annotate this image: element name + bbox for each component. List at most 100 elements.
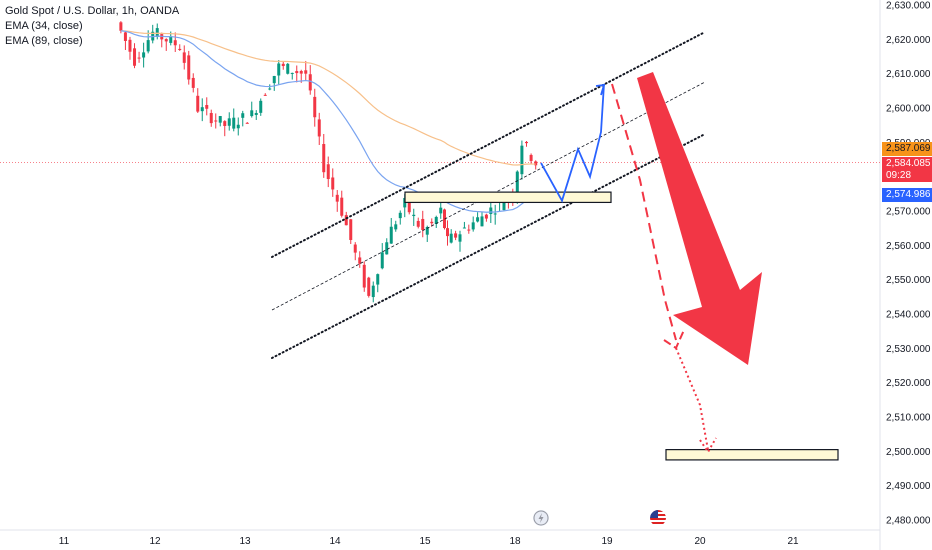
ema-fast-label: EMA (34, close): [5, 20, 83, 32]
y-tick-label: 2,510.000: [886, 413, 931, 424]
support-zone: [404, 191, 612, 204]
candle-body: [344, 215, 348, 226]
candle-body: [349, 219, 353, 240]
candle-body: [191, 77, 195, 88]
candle-body: [380, 252, 384, 269]
candle-body: [259, 100, 263, 113]
candle-body: [317, 119, 321, 137]
candle-body: [218, 116, 222, 123]
candle-body: [416, 220, 420, 227]
candle-body: [173, 40, 177, 46]
price-badge-blue: 2,574.986: [882, 188, 932, 202]
y-tick-label: 2,630.000: [886, 1, 931, 12]
y-tick-label: 2,490.000: [886, 481, 931, 492]
candle-body: [367, 277, 371, 296]
y-tick-label: 2,600.000: [886, 104, 931, 115]
y-tick-label: 2,620.000: [886, 35, 931, 46]
x-tick-label: 14: [329, 536, 341, 547]
candle-body: [476, 217, 480, 222]
candle-body: [223, 121, 227, 126]
target-zone: [665, 449, 839, 461]
x-tick-label: 19: [601, 536, 613, 547]
candle-body: [358, 257, 362, 264]
candle-body: [425, 226, 429, 235]
candle-body: [398, 212, 402, 219]
candle-body: [529, 154, 533, 161]
x-tick-label: 20: [694, 536, 706, 547]
lightning-event-icon[interactable]: [533, 510, 549, 526]
candle-body: [272, 75, 276, 84]
candle-body: [430, 221, 434, 224]
candle-body: [245, 122, 249, 124]
x-tick-label: 11: [59, 536, 70, 547]
candle-body: [232, 117, 236, 129]
candle-body: [254, 113, 258, 115]
candle-body: [515, 171, 519, 201]
candle-body: [196, 95, 200, 112]
candle-body: [290, 72, 294, 74]
y-tick-label: 2,480.000: [886, 516, 931, 527]
candle-body: [449, 233, 453, 243]
x-tick-label: 12: [149, 536, 161, 547]
y-tick-label: 2,520.000: [886, 378, 931, 389]
candle-body: [446, 228, 449, 237]
candle-body: [376, 274, 380, 285]
price-badge-countdown: 09:28: [882, 170, 932, 182]
ema-34-line: [120, 30, 536, 213]
candle-body: [434, 216, 438, 224]
candle-body: [241, 113, 245, 118]
candle-body: [484, 214, 488, 219]
forecast-blue-arrowhead: [595, 83, 606, 96]
candle-body: [326, 164, 330, 180]
candle-body: [263, 94, 267, 96]
candle-body: [439, 207, 443, 214]
ema-slow-label: EMA (89, close): [5, 35, 83, 47]
candle-body: [227, 118, 231, 126]
candle-body: [119, 22, 123, 31]
candle-body: [489, 207, 493, 214]
candle-body: [313, 96, 317, 118]
candle-body: [164, 39, 168, 42]
candle-body: [200, 107, 204, 112]
candle-body: [236, 124, 240, 129]
candle-body: [458, 234, 462, 242]
forecast-red-dotted-path: [675, 347, 709, 451]
candle-body: [493, 213, 497, 215]
candle-body: [299, 70, 303, 74]
candle-body: [187, 55, 191, 80]
candle-body: [389, 226, 393, 244]
y-tick-label: 2,530.000: [886, 344, 931, 355]
candle-body: [467, 229, 471, 231]
chart-legend: Gold Spot / U.S. Dollar, 1h, OANDA EMA (…: [5, 4, 179, 49]
forecast-red-dashed-path: [611, 83, 677, 341]
candle-body: [146, 40, 150, 52]
candle-body: [286, 63, 290, 74]
channel-lower-line: [271, 133, 706, 359]
candle-body: [520, 145, 524, 175]
big-red-down-arrow: [637, 72, 762, 365]
price-badge-current: 2,584.085: [882, 157, 932, 171]
y-tick-label: 2,550.000: [886, 275, 931, 286]
candle-body: [277, 63, 281, 76]
forecast-red-dotted-arrowhead: [699, 437, 717, 454]
candle-body: [462, 227, 466, 229]
candle-body: [250, 110, 254, 117]
candle-body: [123, 32, 127, 41]
candle-body: [407, 199, 411, 213]
candle-body: [304, 70, 308, 74]
candle-body: [534, 161, 538, 166]
candle-body: [281, 63, 285, 67]
x-tick-label: 18: [509, 536, 521, 547]
us-flag-event-icon[interactable]: [650, 510, 666, 526]
candle-body: [362, 264, 366, 288]
forecast-blue-path: [540, 83, 605, 203]
candle-body: [353, 244, 357, 253]
candle-body: [205, 104, 209, 109]
candle-body: [331, 177, 335, 190]
candle-body: [178, 48, 182, 50]
candle-body: [335, 194, 339, 202]
candle-body: [421, 218, 425, 230]
y-tick-label: 2,500.000: [886, 447, 931, 458]
symbol-title: Gold Spot / U.S. Dollar, 1h, OANDA: [5, 5, 180, 17]
